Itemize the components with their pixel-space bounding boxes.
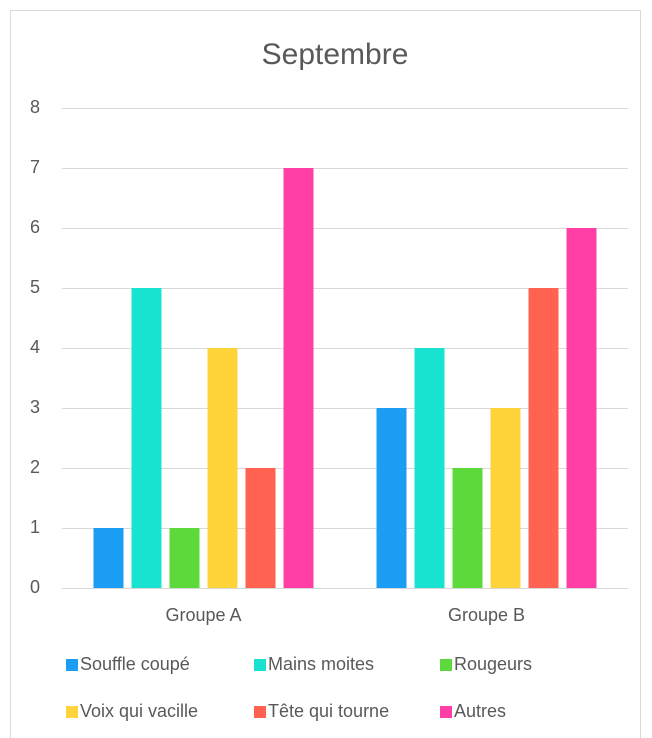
bar	[207, 348, 238, 588]
bar	[245, 468, 276, 588]
bar	[528, 288, 559, 588]
y-tick-label: 6	[30, 217, 40, 237]
legend-swatch	[254, 706, 266, 718]
legend-label: Rougeurs	[454, 654, 532, 674]
x-tick-label: Groupe B	[448, 605, 525, 625]
bar	[93, 528, 124, 588]
bar	[452, 468, 483, 588]
legend-swatch	[440, 659, 452, 671]
legend-label: Tête qui tourne	[268, 701, 389, 721]
y-tick-label: 3	[30, 397, 40, 417]
legend-swatch	[66, 706, 78, 718]
bar	[376, 408, 407, 588]
legend-swatch	[440, 706, 452, 718]
bar	[566, 228, 597, 588]
y-tick-label: 0	[30, 577, 40, 597]
y-tick-label: 8	[30, 97, 40, 117]
legend-label: Souffle coupé	[80, 654, 190, 674]
chart-title: Septembre	[262, 38, 409, 71]
bar	[414, 348, 445, 588]
x-tick-label: Groupe A	[165, 605, 241, 625]
legend-label: Mains moites	[268, 654, 374, 674]
bar	[283, 168, 314, 588]
legend-swatch	[66, 659, 78, 671]
y-tick-label: 7	[30, 157, 40, 177]
y-tick-label: 1	[30, 517, 40, 537]
legend-swatch	[254, 659, 266, 671]
y-tick-label: 2	[30, 457, 40, 477]
y-tick-label: 5	[30, 277, 40, 297]
bar	[169, 528, 200, 588]
legend-label: Autres	[454, 701, 506, 721]
bar	[490, 408, 521, 588]
y-tick-label: 4	[30, 337, 40, 357]
legend-label: Voix qui vacille	[80, 701, 198, 721]
bar	[131, 288, 162, 588]
